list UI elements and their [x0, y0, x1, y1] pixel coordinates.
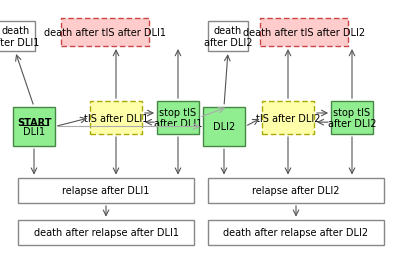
FancyBboxPatch shape	[208, 22, 248, 52]
Text: death after relapse after DLI2: death after relapse after DLI2	[224, 227, 368, 237]
Text: stop tIS
after DLI1: stop tIS after DLI1	[154, 107, 202, 129]
Text: relapse after DLI1: relapse after DLI1	[62, 185, 150, 196]
Text: stop tIS
after DLI2: stop tIS after DLI2	[328, 107, 376, 129]
Text: death after tIS after DLI1: death after tIS after DLI1	[44, 28, 166, 38]
FancyBboxPatch shape	[260, 19, 348, 47]
Text: DLI2: DLI2	[213, 122, 235, 132]
FancyBboxPatch shape	[157, 102, 199, 135]
FancyBboxPatch shape	[262, 102, 314, 135]
Text: DLI1: DLI1	[23, 126, 45, 137]
Text: death after relapse after DLI1: death after relapse after DLI1	[34, 227, 178, 237]
Text: tIS after DLI2: tIS after DLI2	[256, 113, 320, 123]
Text: death
after DLI2: death after DLI2	[204, 26, 252, 47]
Text: relapse after DLI2: relapse after DLI2	[252, 185, 340, 196]
Text: START: START	[17, 117, 51, 128]
FancyBboxPatch shape	[18, 220, 194, 245]
FancyBboxPatch shape	[208, 178, 384, 203]
FancyBboxPatch shape	[90, 102, 142, 135]
Text: death
after DLI1: death after DLI1	[0, 26, 39, 47]
FancyBboxPatch shape	[0, 22, 35, 52]
FancyBboxPatch shape	[18, 178, 194, 203]
FancyBboxPatch shape	[61, 19, 149, 47]
Text: tIS after DLI1: tIS after DLI1	[84, 113, 148, 123]
FancyBboxPatch shape	[13, 107, 55, 147]
FancyBboxPatch shape	[203, 107, 245, 147]
FancyBboxPatch shape	[208, 220, 384, 245]
FancyBboxPatch shape	[331, 102, 373, 135]
Text: death after tIS after DLI2: death after tIS after DLI2	[243, 28, 365, 38]
